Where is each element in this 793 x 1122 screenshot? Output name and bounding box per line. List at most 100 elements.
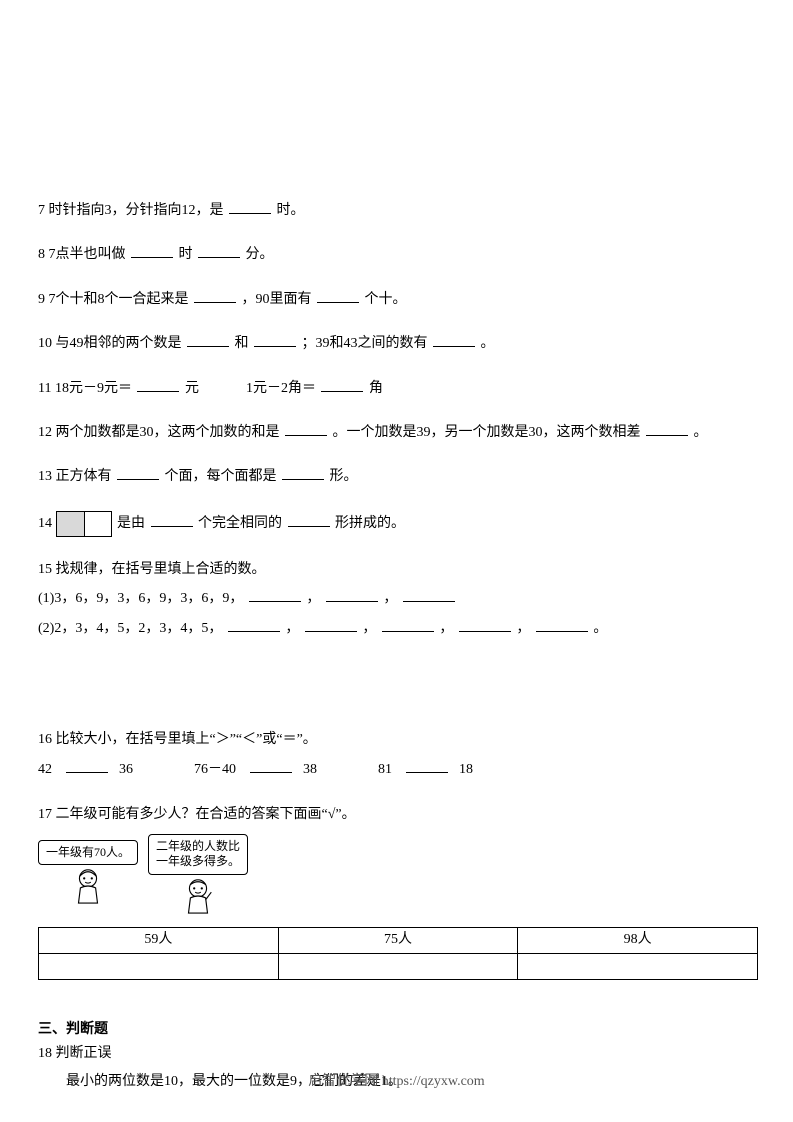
q14-blank-1[interactable] bbox=[151, 513, 193, 527]
q14-pre: 是由 bbox=[117, 516, 145, 531]
kid-a-group: 一年级有70人。 bbox=[38, 834, 138, 908]
q15-1-blank-3[interactable] bbox=[403, 588, 455, 602]
q16-blank-1[interactable] bbox=[66, 759, 108, 773]
q15-2-blank-3[interactable] bbox=[382, 618, 434, 632]
q12-blank-1[interactable] bbox=[285, 422, 327, 436]
q18-num: 18 bbox=[38, 1046, 52, 1061]
q13-num: 13 bbox=[38, 469, 52, 484]
page-footer: 启智优学网 https://qzyxw.com bbox=[0, 1070, 793, 1090]
question-8: 8 7点半也叫做 时 分。 bbox=[38, 244, 758, 266]
q12-pre: 两个加数都是30，这两个加数的和是 bbox=[56, 425, 280, 440]
q15-line2: (2)2，3，4，5，2，3，4，5， ， ， ， ， 。 bbox=[38, 617, 758, 641]
speech-b-l1: 二年级的人数比 bbox=[156, 839, 240, 853]
q7-post: 时。 bbox=[277, 203, 305, 218]
q7-blank[interactable] bbox=[229, 200, 271, 214]
q15-2-blank-5[interactable] bbox=[536, 618, 588, 632]
q15-2-blank-4[interactable] bbox=[459, 618, 511, 632]
question-13: 13 正方体有 个面，每个面都是 形。 bbox=[38, 466, 758, 488]
q10-mid2: ；39和43之间的数有 bbox=[302, 336, 428, 351]
q10-num: 10 bbox=[38, 336, 52, 351]
kid-a-icon bbox=[69, 865, 107, 907]
square-right bbox=[84, 511, 112, 537]
opt-3: 98人 bbox=[518, 928, 758, 954]
q12-blank-2[interactable] bbox=[646, 422, 688, 436]
table-row: 59人 75人 98人 bbox=[39, 928, 758, 954]
q16-c2a: 76－40 bbox=[194, 762, 236, 777]
q8-num: 8 bbox=[38, 247, 45, 262]
q11-blank-1[interactable] bbox=[137, 378, 179, 392]
q16-title: 比较大小，在括号里填上“＞”“＜”或“＝”。 bbox=[56, 732, 317, 747]
q13-blank-2[interactable] bbox=[282, 466, 324, 480]
question-17: 17 二年级可能有多少人？在合适的答案下面画“√”。 一年级有70人。 bbox=[38, 804, 758, 981]
speech-bubble-a: 一年级有70人。 bbox=[38, 840, 138, 866]
question-11: 11 18元－9元＝ 元 1元－2角＝ 角 bbox=[38, 378, 758, 400]
q15-1-blank-1[interactable] bbox=[249, 588, 301, 602]
q13-pre: 正方体有 bbox=[56, 469, 112, 484]
q17-num: 17 bbox=[38, 807, 52, 822]
worksheet-page: 7 时针指向3，分针指向12，是 时。 8 7点半也叫做 时 分。 9 7个十和… bbox=[38, 200, 758, 1096]
q8-mid: 时 bbox=[179, 247, 193, 262]
q8-blank-1[interactable] bbox=[131, 244, 173, 258]
q14-num: 14 bbox=[38, 516, 52, 531]
kid-b-group: 二年级的人数比 一年级多得多。 bbox=[148, 834, 248, 917]
sep: ， bbox=[516, 621, 530, 636]
q13-mid: 个面，每个面都是 bbox=[165, 469, 277, 484]
q16-blank-3[interactable] bbox=[406, 759, 448, 773]
opt-2-answer[interactable] bbox=[278, 954, 518, 980]
q11-b-unit: 角 bbox=[369, 381, 383, 396]
q16-blank-2[interactable] bbox=[250, 759, 292, 773]
opt-1-answer[interactable] bbox=[39, 954, 279, 980]
table-row bbox=[39, 954, 758, 980]
q8-blank-2[interactable] bbox=[198, 244, 240, 258]
q10-mid1: 和 bbox=[235, 336, 249, 351]
q13-blank-1[interactable] bbox=[117, 466, 159, 480]
sep: ， bbox=[439, 621, 453, 636]
q11-blank-2[interactable] bbox=[321, 378, 363, 392]
opt-3-answer[interactable] bbox=[518, 954, 758, 980]
q9-blank-2[interactable] bbox=[317, 289, 359, 303]
opt-1: 59人 bbox=[39, 928, 279, 954]
q15-num: 15 bbox=[38, 562, 52, 577]
question-15: 15 找规律，在括号里填上合适的数。 (1)3，6，9，3，6，9，3，6，9，… bbox=[38, 559, 758, 641]
two-square-figure bbox=[56, 511, 112, 537]
question-12: 12 两个加数都是30，这两个加数的和是 。一个加数是39，另一个加数是30，这… bbox=[38, 422, 758, 444]
q18-title: 判断正误 bbox=[56, 1046, 112, 1061]
q10-blank-3[interactable] bbox=[433, 333, 475, 347]
q15-2-blank-1[interactable] bbox=[228, 618, 280, 632]
q9-blank-1[interactable] bbox=[194, 289, 236, 303]
question-16: 16 比较大小，在括号里填上“＞”“＜”或“＝”。 42 36 76－40 38… bbox=[38, 729, 758, 782]
q14-post: 形拼成的。 bbox=[335, 516, 405, 531]
q15-2-blank-2[interactable] bbox=[305, 618, 357, 632]
q12-num: 12 bbox=[38, 425, 52, 440]
q16-c1a: 42 bbox=[38, 762, 52, 777]
square-left bbox=[56, 511, 84, 537]
q17-options-table: 59人 75人 98人 bbox=[38, 927, 758, 980]
q16-c1b: 36 bbox=[119, 762, 133, 777]
kid-b-icon bbox=[179, 875, 217, 917]
sep: ， bbox=[383, 591, 397, 606]
sep: ， bbox=[285, 621, 299, 636]
q14-blank-2[interactable] bbox=[288, 513, 330, 527]
section-3-title: 三、判断题 bbox=[38, 1018, 758, 1038]
q11-a-unit: 元 bbox=[185, 381, 199, 396]
q14-mid: 个完全相同的 bbox=[198, 516, 282, 531]
q15-line1-label: (1)3，6，9，3，6，9，3，6，9， bbox=[38, 591, 243, 606]
q10-pre: 与49相邻的两个数是 bbox=[56, 336, 182, 351]
q11-num: 11 bbox=[38, 381, 51, 396]
q10-blank-1[interactable] bbox=[187, 333, 229, 347]
question-9: 9 7个十和8个一合起来是 ，90里面有 个十。 bbox=[38, 289, 758, 311]
q8-post: 分。 bbox=[246, 247, 274, 262]
q10-blank-2[interactable] bbox=[254, 333, 296, 347]
q7-num: 7 bbox=[38, 203, 45, 218]
spacer-block bbox=[38, 651, 758, 729]
speech-b-l2: 一年级多得多。 bbox=[156, 854, 240, 868]
q12-post: 。 bbox=[694, 425, 708, 440]
question-14: 14 是由 个完全相同的 形拼成的。 bbox=[38, 511, 758, 537]
q10-post: 。 bbox=[481, 336, 495, 351]
q9-post: 个十。 bbox=[365, 292, 407, 307]
q15-1-blank-2[interactable] bbox=[326, 588, 378, 602]
q17-illustration: 一年级有70人。 二年级的人数比 一年级多得多。 bbox=[38, 834, 758, 917]
q11-a: 18元－9元＝ bbox=[55, 381, 132, 396]
q15-title: 找规律，在括号里填上合适的数。 bbox=[56, 562, 266, 577]
speech-bubble-b: 二年级的人数比 一年级多得多。 bbox=[148, 834, 248, 875]
